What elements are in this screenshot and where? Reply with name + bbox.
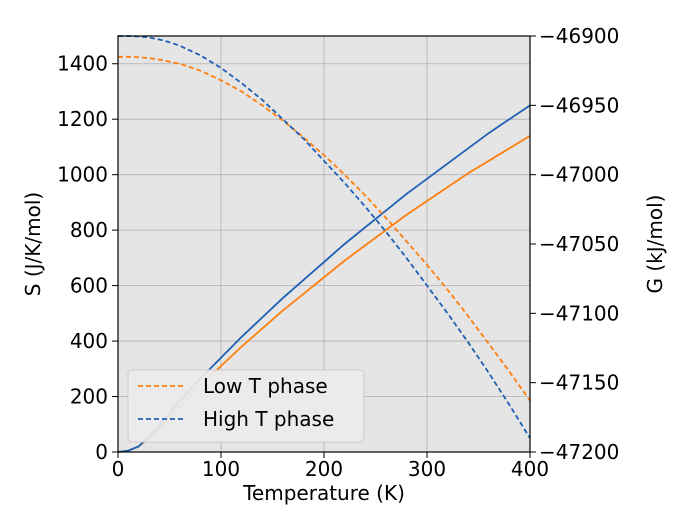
y-left-tick-label: 600 bbox=[70, 274, 108, 298]
y-right-tick-label: −47150 bbox=[539, 371, 619, 395]
y-axis-right-label: G (kJ/mol) bbox=[643, 195, 667, 294]
legend-label-high-t: High T phase bbox=[203, 407, 334, 431]
y-left-tick-label: 400 bbox=[70, 329, 108, 353]
x-tick-label: 200 bbox=[305, 457, 343, 481]
y-left-tick-label: 0 bbox=[95, 440, 108, 464]
x-tick-label: 400 bbox=[511, 457, 549, 481]
x-axis-label: Temperature (K) bbox=[242, 481, 405, 505]
grid bbox=[117, 36, 531, 453]
y-left-tick-label: 1400 bbox=[57, 52, 108, 76]
series-line-g-high-t bbox=[118, 35, 531, 439]
y-right-tick-label: −46950 bbox=[539, 93, 619, 117]
y-right-tick-label: −46900 bbox=[539, 24, 619, 48]
y-right-tick-label: −47000 bbox=[539, 163, 619, 187]
y-left-tick-label: 1000 bbox=[57, 163, 108, 187]
x-tick-label: 100 bbox=[202, 457, 240, 481]
legend-label-low-t: Low T phase bbox=[203, 374, 328, 398]
legend: Low T phase High T phase bbox=[127, 369, 365, 443]
legend-box bbox=[127, 369, 365, 443]
y-axis-left: 0 200 400 600 800 1000 1200 1400 bbox=[57, 52, 118, 464]
y-right-tick-label: −47200 bbox=[539, 440, 619, 464]
y-right-tick-label: −47050 bbox=[539, 232, 619, 256]
x-tick-label: 0 bbox=[112, 457, 125, 481]
y-left-tick-label: 1200 bbox=[57, 107, 108, 131]
y-axis-left-label: S (J/K/mol) bbox=[21, 192, 45, 296]
y-right-tick-label: −47100 bbox=[539, 301, 619, 325]
x-axis: 0 100 200 300 400 bbox=[112, 452, 549, 481]
y-axis-right: −47200 −47150 −47100 −47050 −47000 −46950 −469… bbox=[530, 24, 619, 464]
x-tick-label: 300 bbox=[408, 457, 446, 481]
y-left-tick-label: 200 bbox=[70, 385, 108, 409]
y-left-tick-label: 800 bbox=[70, 218, 108, 242]
